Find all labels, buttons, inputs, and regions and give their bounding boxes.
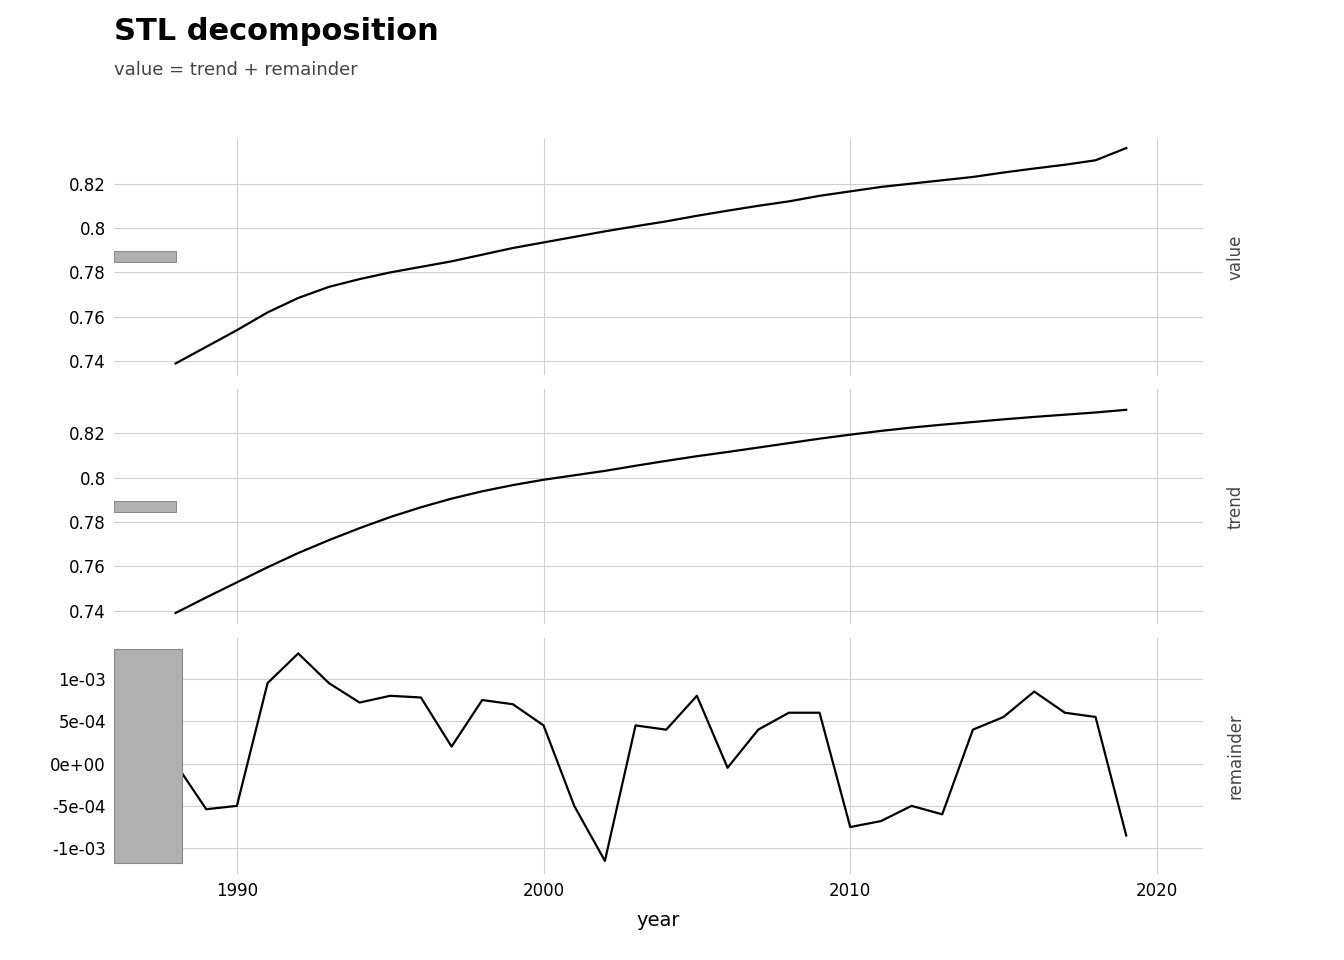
Text: trend: trend	[1227, 484, 1245, 529]
Text: STL decomposition: STL decomposition	[114, 17, 439, 46]
Text: remainder: remainder	[1227, 713, 1245, 799]
Bar	[114, 649, 181, 863]
X-axis label: year: year	[637, 911, 680, 930]
Bar	[114, 501, 176, 512]
Text: value = trend + remainder: value = trend + remainder	[114, 60, 358, 79]
Text: value: value	[1227, 234, 1245, 279]
Bar	[114, 252, 176, 262]
